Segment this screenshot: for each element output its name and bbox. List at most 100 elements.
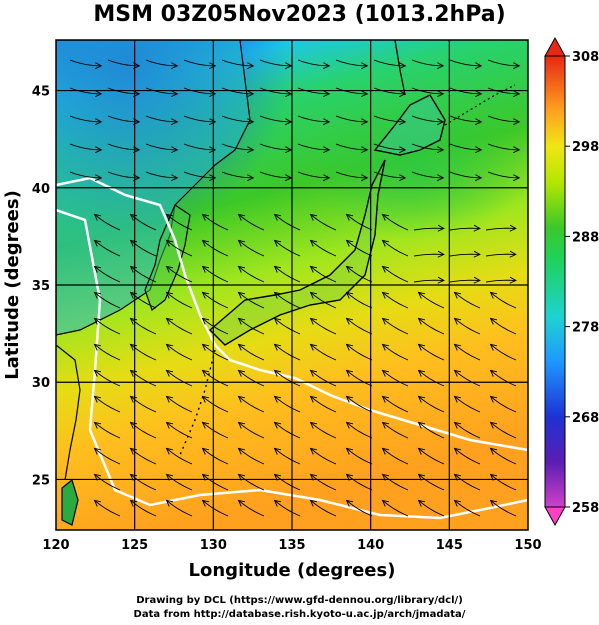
streamline-arrow [93, 317, 102, 325]
streamline [183, 87, 216, 95]
streamline-arrow [247, 90, 255, 98]
streamline-arrow [513, 90, 521, 98]
colorbar-tick-label: 308 [572, 50, 599, 65]
streamline [490, 396, 517, 413]
streamline [166, 344, 193, 361]
streamline [413, 227, 444, 231]
colorbar-tick-label: 268 [572, 411, 599, 426]
map-area [56, 40, 528, 530]
streamline [166, 474, 193, 491]
streamline-arrow [237, 343, 246, 351]
streamline [310, 214, 337, 231]
streamline [418, 448, 445, 465]
streamline-arrow [201, 499, 210, 507]
streamline-arrow [165, 213, 174, 221]
streamline [166, 214, 193, 231]
streamline [238, 370, 265, 387]
colorbar-tick-label: 258 [572, 501, 599, 516]
streamline-arrow [237, 499, 246, 507]
streamline-arrow [93, 447, 102, 455]
streamline [259, 115, 292, 123]
streamline-arrow [453, 395, 462, 403]
streamline [274, 266, 301, 283]
streamline [107, 171, 140, 179]
streamline [382, 292, 409, 309]
streamline [454, 396, 481, 413]
streamline [373, 87, 406, 95]
colorbar-body [544, 55, 566, 508]
streamline [490, 500, 517, 517]
streamline-arrow [513, 174, 521, 182]
map-title: MSM 03Z05Nov2023 (1013.2hPa) [93, 2, 506, 27]
streamline-arrow [345, 343, 354, 351]
streamline-arrow [201, 213, 210, 221]
streamline-arrow [285, 62, 293, 70]
streamline [487, 87, 520, 95]
streamline [202, 344, 229, 361]
streamline [259, 87, 292, 95]
streamline [183, 171, 216, 179]
streamline-arrow [165, 395, 174, 403]
streamline [346, 500, 373, 517]
streamline-arrow [489, 291, 498, 299]
streamline [145, 171, 178, 179]
streamline-arrow [417, 473, 426, 481]
streamline [454, 474, 481, 491]
streamline [274, 240, 301, 257]
streamline [490, 370, 517, 387]
streamline [221, 115, 254, 123]
x-tick-label: 150 [514, 538, 541, 553]
streamline [382, 266, 409, 283]
streamline [221, 143, 254, 151]
streamline-arrow [95, 146, 103, 154]
streamline [411, 59, 444, 67]
streamline-arrow [417, 395, 426, 403]
streamline-arrow [323, 90, 331, 98]
streamline [382, 240, 409, 257]
streamline-arrow [381, 395, 390, 403]
streamline-arrow [209, 146, 217, 154]
streamline-arrow [285, 118, 293, 126]
streamline [490, 474, 517, 491]
streamline [418, 396, 445, 413]
streamline [454, 344, 481, 361]
streamline [373, 171, 406, 179]
streamline [183, 115, 216, 123]
streamline-arrow [361, 174, 369, 182]
streamline-arrow [201, 343, 210, 351]
streamline-arrow [417, 369, 426, 377]
streamline-arrow [345, 239, 354, 247]
streamline [485, 227, 516, 231]
streamline-arrow [509, 224, 517, 232]
streamline [487, 59, 520, 67]
streamline [107, 143, 140, 151]
streamline [490, 292, 517, 309]
streamline [202, 370, 229, 387]
streamline-arrow [489, 395, 498, 403]
streamline [259, 143, 292, 151]
streamline-arrow [361, 62, 369, 70]
streamline-arrow [247, 146, 255, 154]
streamline [69, 171, 102, 179]
credit-drawing: Drawing by DCL (https://www.gfd-dennou.o… [136, 595, 463, 606]
streamline-arrow [473, 250, 481, 258]
streamline [310, 266, 337, 283]
streamline [382, 500, 409, 517]
streamline-arrow [323, 174, 331, 182]
streamline-arrow [513, 118, 521, 126]
streamline-arrow [437, 90, 445, 98]
streamline [297, 87, 330, 95]
streamline [183, 143, 216, 151]
colorbar-max-arrow [544, 36, 566, 57]
streamline [454, 448, 481, 465]
streamline [274, 344, 301, 361]
streamline-arrow [381, 291, 390, 299]
streamline-arrow [93, 395, 102, 403]
streamline-arrow [201, 421, 210, 429]
streamline-arrow [453, 499, 462, 507]
credit-data: Data from http://database.rish.kyoto-u.a… [133, 609, 466, 620]
streamline [411, 87, 444, 95]
streamline [382, 448, 409, 465]
x-tick-label: 130 [200, 538, 227, 553]
